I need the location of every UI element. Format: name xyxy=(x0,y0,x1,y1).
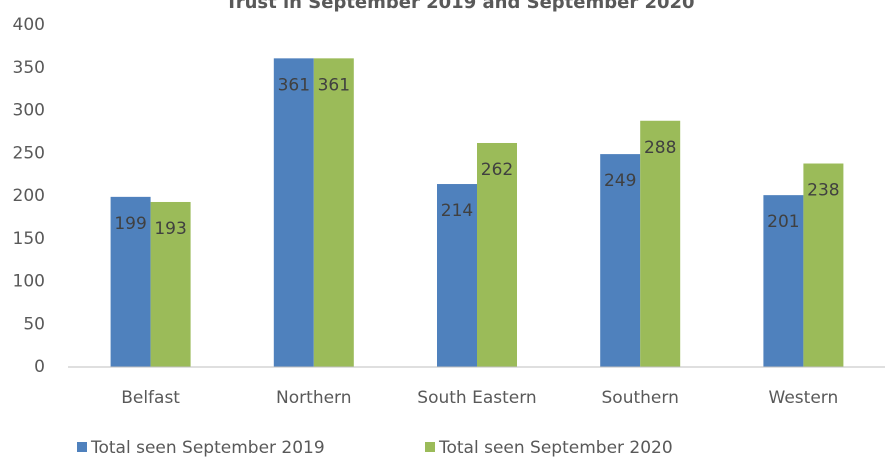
bar xyxy=(313,58,354,367)
y-tick-label: 150 xyxy=(13,229,45,249)
bar xyxy=(600,154,641,367)
chart-title: Trust in September 2019 and September 20… xyxy=(225,0,694,13)
value-label: 361 xyxy=(318,75,350,95)
bar xyxy=(763,195,804,367)
legend-swatch xyxy=(77,442,87,452)
y-tick-label: 0 xyxy=(34,357,45,377)
value-label: 288 xyxy=(644,138,676,158)
value-label: 249 xyxy=(604,171,636,191)
x-tick-label: Southern xyxy=(602,388,679,408)
value-label: 238 xyxy=(807,181,839,201)
legend-label: Total seen September 2020 xyxy=(438,438,673,458)
legend-swatch xyxy=(425,442,435,452)
y-tick-label: 250 xyxy=(13,143,45,163)
y-tick-label: 50 xyxy=(23,314,45,334)
y-tick-label: 200 xyxy=(13,186,45,206)
bar xyxy=(110,196,151,367)
y-tick-label: 300 xyxy=(13,101,45,121)
y-tick-label: 100 xyxy=(13,272,45,292)
bar xyxy=(437,184,477,367)
x-tick-label: Belfast xyxy=(121,388,180,408)
y-tick-label: 350 xyxy=(13,58,45,78)
bar xyxy=(273,58,314,367)
value-label: 361 xyxy=(278,75,310,95)
value-label: 201 xyxy=(767,212,799,232)
value-label: 193 xyxy=(154,219,186,239)
value-label: 262 xyxy=(481,160,513,180)
x-tick-label: South Eastern xyxy=(417,388,536,408)
legend-label: Total seen September 2019 xyxy=(90,438,325,458)
x-tick-label: Western xyxy=(769,388,839,408)
bar xyxy=(803,163,844,367)
value-label: 214 xyxy=(441,201,473,221)
value-label: 199 xyxy=(114,214,146,234)
bar xyxy=(477,142,517,367)
bar xyxy=(640,120,681,367)
y-tick-label: 400 xyxy=(13,15,45,35)
bar xyxy=(150,201,191,367)
x-tick-label: Northern xyxy=(276,388,351,408)
